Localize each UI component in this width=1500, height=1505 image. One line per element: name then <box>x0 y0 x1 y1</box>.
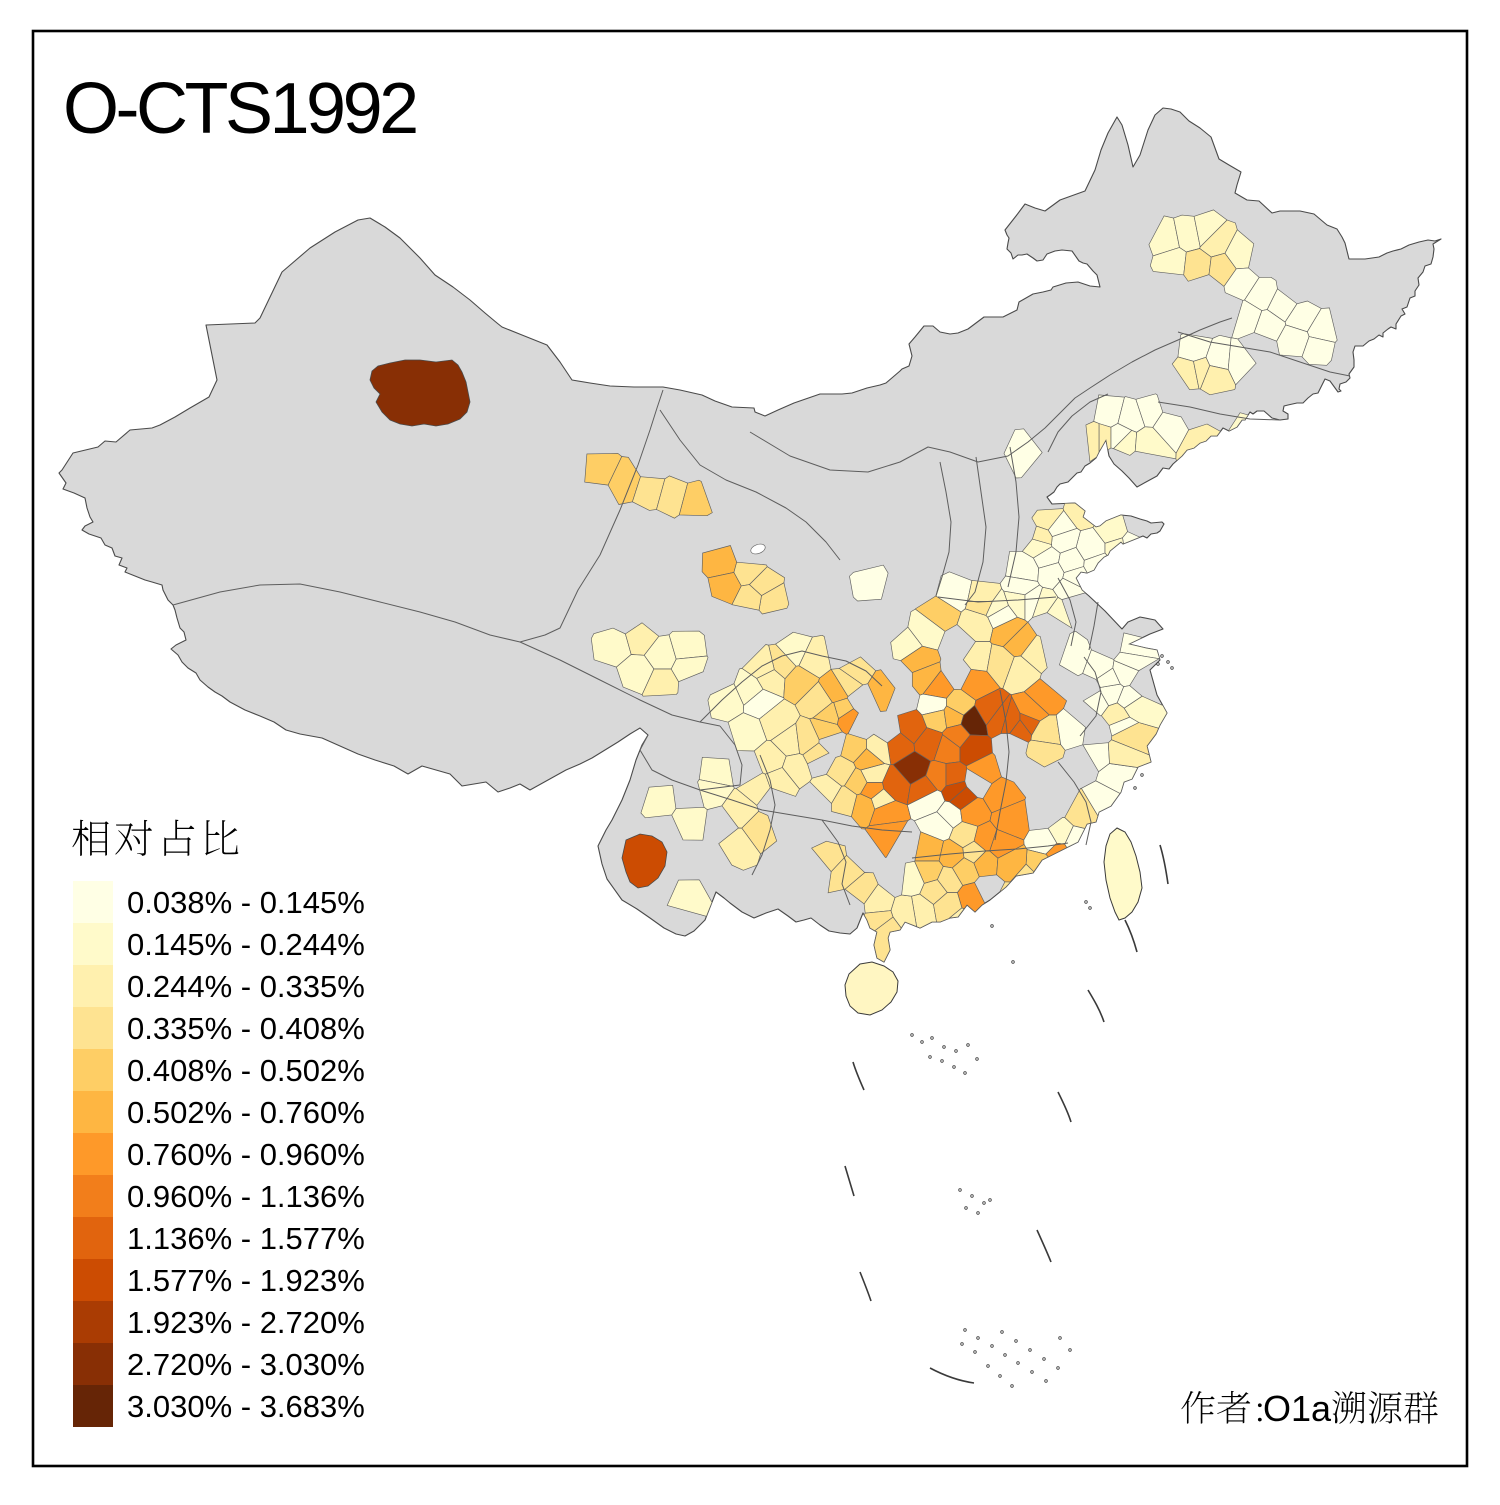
svg-text:0.145% - 0.244%: 0.145% - 0.244% <box>127 927 365 962</box>
svg-text:3.030% - 3.683%: 3.030% - 3.683% <box>127 1389 365 1424</box>
svg-text:1.577% - 1.923%: 1.577% - 1.923% <box>127 1263 365 1298</box>
svg-text:0.244% - 0.335%: 0.244% - 0.335% <box>127 969 365 1004</box>
svg-text:0.408% - 0.502%: 0.408% - 0.502% <box>127 1053 365 1088</box>
svg-text:O-CTS1992: O-CTS1992 <box>63 69 416 149</box>
svg-text:O1a: O1a <box>1263 1388 1332 1429</box>
svg-text:1.923% - 2.720%: 1.923% - 2.720% <box>127 1305 365 1340</box>
svg-text:0.502% - 0.760%: 0.502% - 0.760% <box>127 1095 365 1130</box>
svg-text:1.136% - 1.577%: 1.136% - 1.577% <box>127 1221 365 1256</box>
svg-text:0.335% - 0.408%: 0.335% - 0.408% <box>127 1011 365 1046</box>
svg-text:0.760% - 0.960%: 0.760% - 0.960% <box>127 1137 365 1172</box>
svg-text:0.960% - 1.136%: 0.960% - 1.136% <box>127 1179 365 1214</box>
svg-text:0.038% - 0.145%: 0.038% - 0.145% <box>127 885 365 920</box>
svg-text:2.720% - 3.030%: 2.720% - 3.030% <box>127 1347 365 1382</box>
